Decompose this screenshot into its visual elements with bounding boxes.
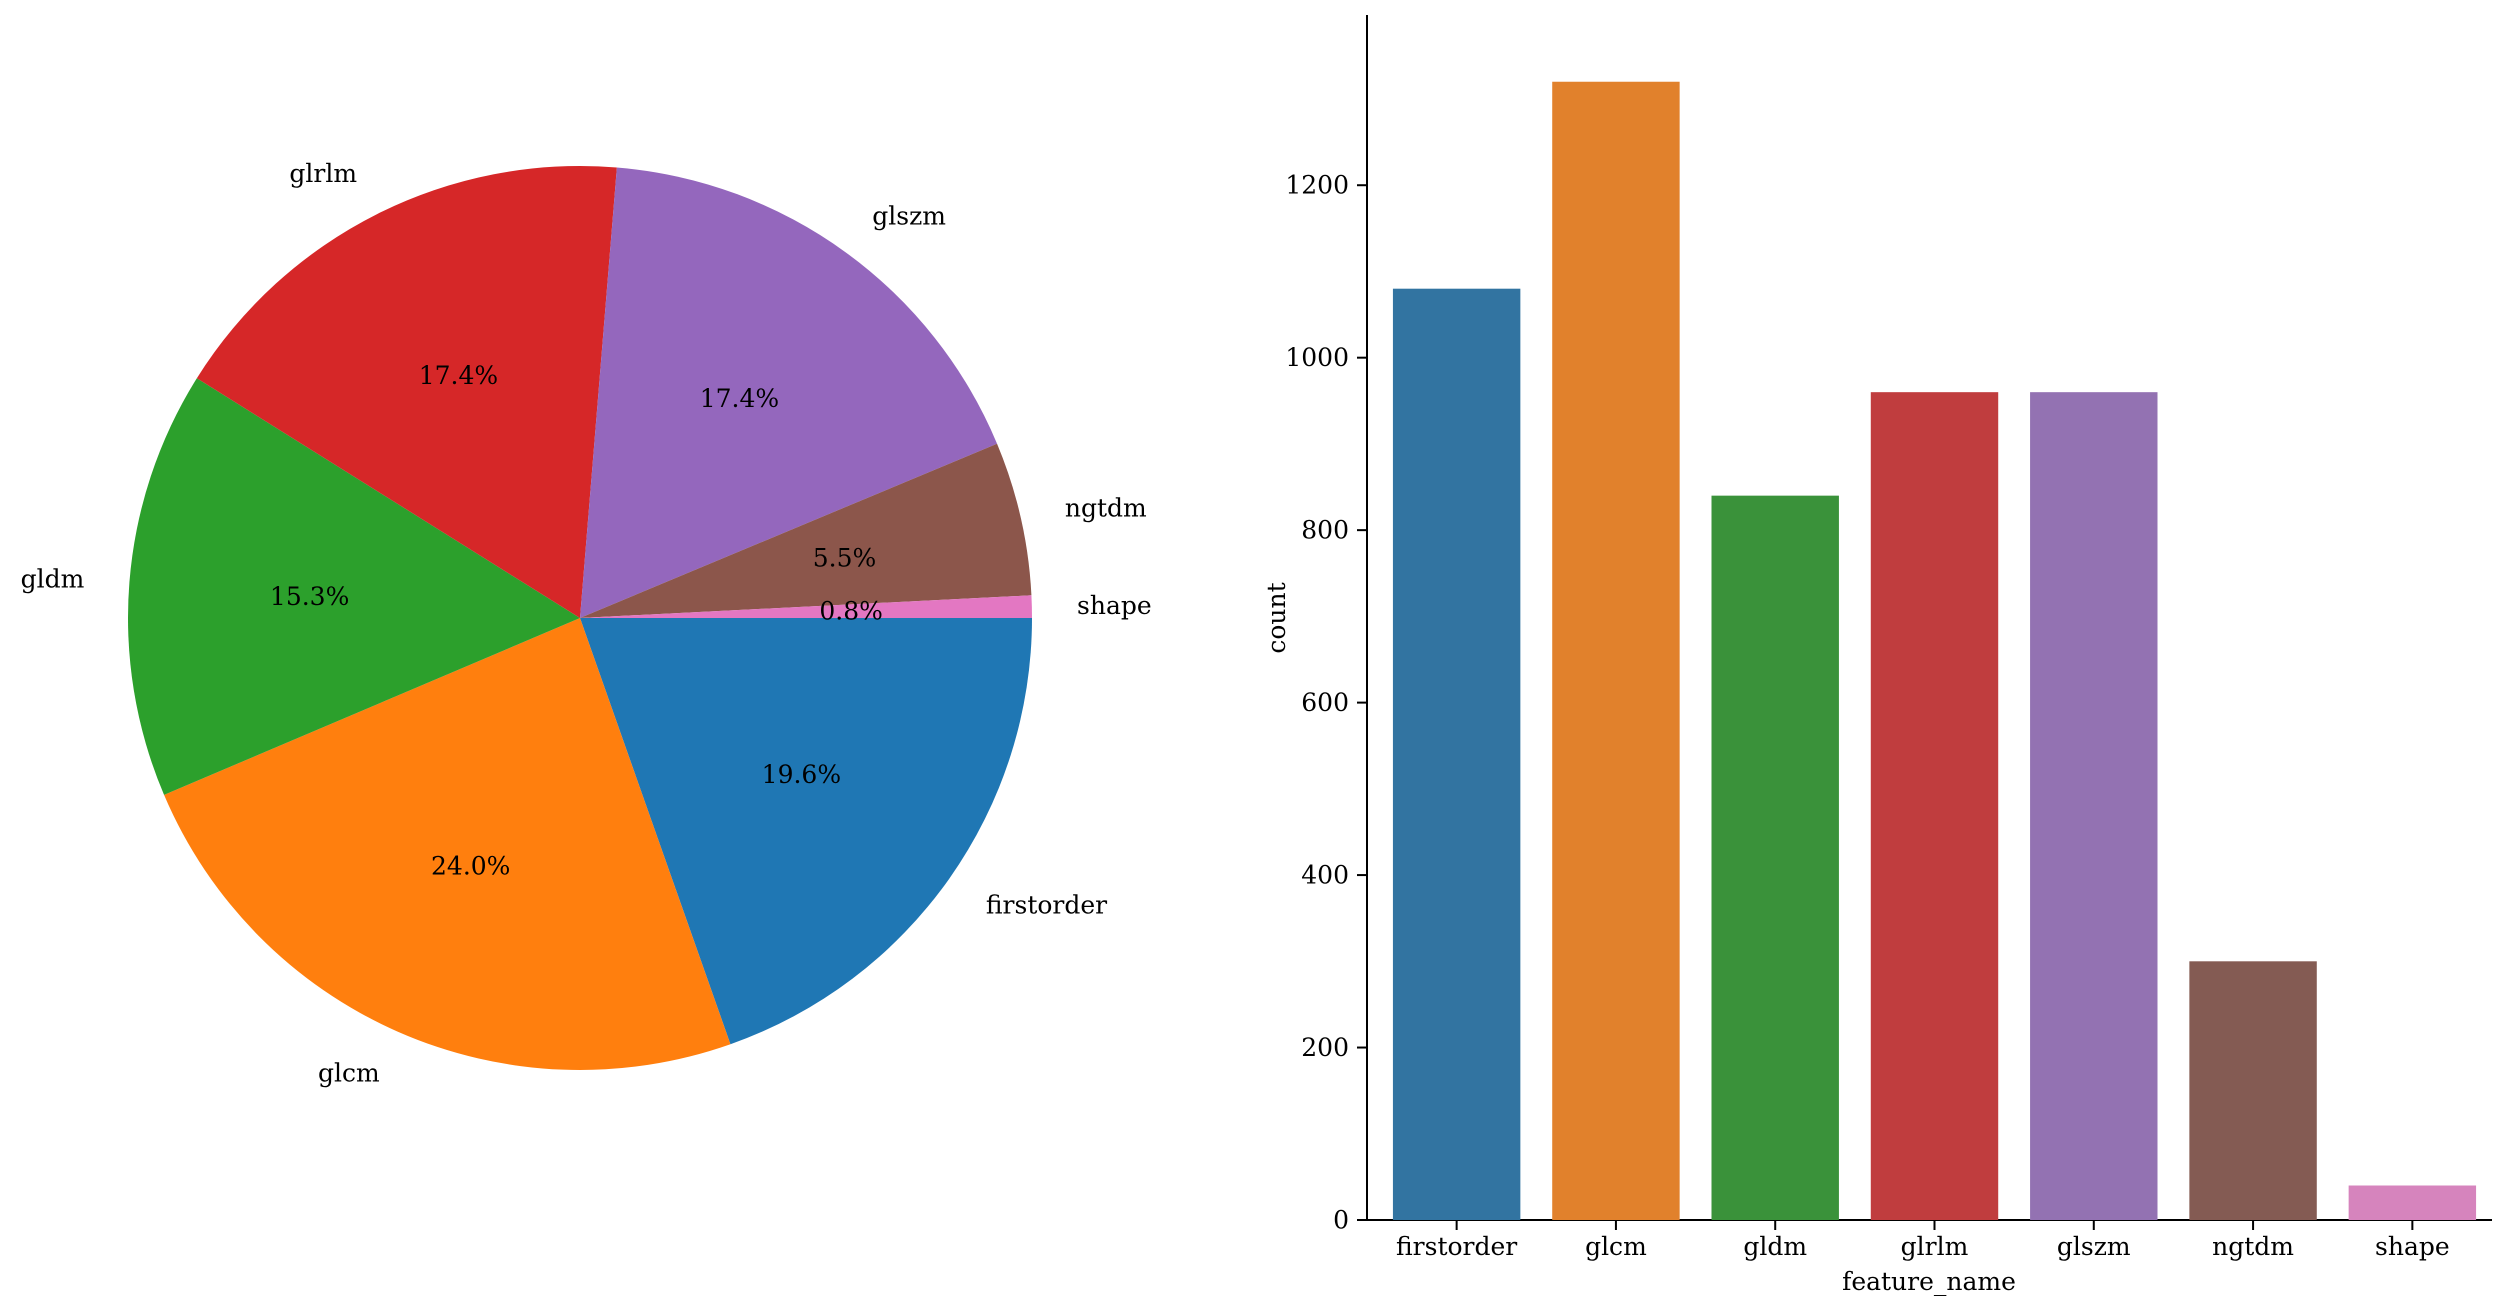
x-ticks: firstorder glcm gldm glrlm glszm ngtdm shape [1396,1220,2450,1261]
pie-label-shape: shape [1077,591,1152,620]
y-tick-label: 600 [1301,688,1349,717]
y-axis-label: count [1262,582,1291,653]
y-tick-label: 400 [1301,861,1349,890]
x-tick-label-glszm: glszm [2057,1232,2131,1261]
pie-label-gldm: gldm [21,564,85,593]
x-tick-label-gldm: gldm [1743,1232,1807,1261]
bar-chart: 0 200 400 600 800 1000 1200 firstorder glcm gldm… [1262,15,2492,1296]
pie-pct-firstorder: 19.6% [762,760,841,789]
pie-slice-glrlm [196,166,617,618]
pie-pct-ngtdm: 5.5% [813,544,877,573]
pie-slice-firstorder [580,618,1032,1045]
pie-pct-glszm: 17.4% [700,384,779,413]
y-tick-label: 1000 [1285,343,1349,372]
pie-slice-shape [580,595,1032,618]
bars [1392,81,2477,1220]
pie-slice-ngtdm [580,443,1032,618]
pie-pct-gldm: 15.3% [270,582,349,611]
x-tick-label-firstorder: firstorder [1396,1232,1517,1261]
x-tick-label-glrlm: glrlm [1901,1232,1969,1261]
y-tick-label: 1200 [1285,171,1349,200]
x-axis-label: feature_name [1842,1267,2016,1296]
pie-slice-gldm [128,378,580,795]
pie-slice-glszm [580,167,998,618]
bar-glrlm [1870,392,1999,1220]
bar-glszm [2030,392,2158,1220]
y-ticks: 0 200 400 600 800 1000 1200 [1285,171,1367,1235]
x-tick-label-ngtdm: ngtdm [2212,1232,2294,1261]
pie-label-ngtdm: ngtdm [1065,494,1147,523]
bar-gldm [1711,495,1839,1220]
x-tick-label-shape: shape [2375,1232,2450,1261]
pie-pct-glcm: 24.0% [431,852,510,881]
pie-pct-shape: 0.8% [819,597,883,626]
pie-chart: firstorder 19.6% glcm 24.0% gldm 15.3% glrlm 17… [21,159,1152,1087]
y-tick-label: 0 [1333,1206,1349,1235]
y-tick-label: 200 [1301,1033,1349,1062]
pie-pct-glrlm: 17.4% [419,361,498,390]
x-tick-label-glcm: glcm [1585,1232,1647,1261]
pie-slice-glcm [164,618,731,1070]
y-tick-label: 800 [1301,516,1349,545]
bar-glcm [1552,81,1680,1220]
pie-label-glcm: glcm [318,1059,380,1088]
pie-label-firstorder: firstorder [986,891,1107,920]
pie-label-glszm: glszm [872,201,946,230]
bar-firstorder [1392,288,1521,1220]
pie-label-glrlm: glrlm [289,159,357,188]
bar-shape [2348,1185,2477,1220]
bar-ngtdm [2189,961,2317,1220]
